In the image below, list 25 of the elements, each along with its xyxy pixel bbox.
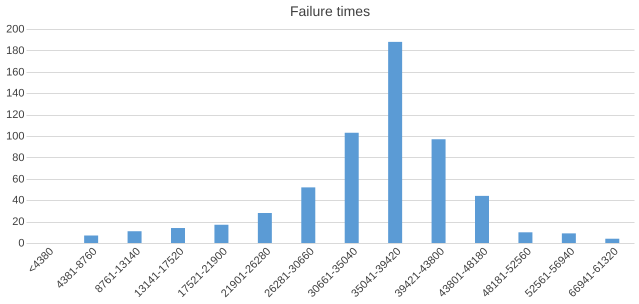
bar [84, 236, 98, 243]
bar [562, 233, 576, 243]
bar [344, 132, 359, 243]
y-tick-label: 20 [12, 216, 24, 228]
y-tick-label: 200 [6, 24, 24, 36]
y-tick-label: 60 [12, 173, 24, 186]
chart-title: Failure times [290, 3, 370, 19]
y-tick-label: 120 [6, 109, 24, 122]
y-tick-label: 100 [6, 130, 24, 142]
bar [258, 213, 272, 243]
bar [518, 232, 532, 243]
bar [171, 228, 185, 243]
y-tick-label: 40 [12, 194, 24, 207]
bar [301, 187, 316, 243]
bar [214, 224, 228, 243]
bar [475, 196, 489, 243]
bar [605, 238, 620, 243]
bar [432, 139, 446, 243]
y-tick-label: 160 [6, 66, 24, 78]
y-tick-label: 140 [6, 88, 24, 100]
y-tick-label: 80 [12, 152, 24, 164]
y-tick-label: 180 [6, 44, 24, 57]
y-tick-label: 0 [18, 238, 24, 250]
bar [128, 231, 142, 243]
bar [388, 42, 402, 243]
